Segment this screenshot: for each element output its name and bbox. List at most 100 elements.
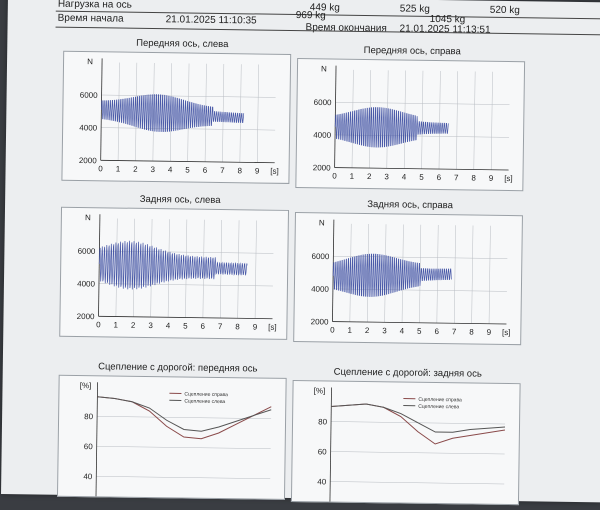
x-tick-label: 8	[471, 173, 476, 182]
y-tick-label: 6000	[314, 98, 332, 107]
y-tick-label: 6000	[312, 252, 330, 261]
x-tick-label: 1	[113, 321, 118, 330]
x-tick-label: 2	[365, 326, 370, 335]
x-axis-unit: [s]	[504, 174, 513, 183]
total-load-value: 969 kg	[296, 10, 326, 21]
x-axis-unit: [s]	[268, 323, 277, 332]
y-tick-label: 2000	[313, 163, 331, 172]
x-tick-label: 5	[417, 327, 422, 336]
y-tick-label: 4000	[77, 279, 95, 288]
legend-label: Сцепление справа	[418, 397, 462, 404]
x-tick-label: 6	[200, 322, 205, 331]
x-tick-label: 2	[133, 165, 138, 174]
force-signal-line	[335, 107, 449, 148]
start-time-value: 21.01.2025 11:10:35	[166, 14, 257, 26]
x-tick-label: 5	[185, 165, 190, 174]
x-tick-label: 5	[419, 173, 424, 182]
x-tick-label: 5	[183, 321, 188, 330]
end-time-value: 21.01.2025 11:13:51	[399, 23, 490, 35]
y-axis	[330, 388, 332, 505]
x-tick-label: 3	[148, 321, 153, 330]
x-tick-label: 6	[434, 327, 439, 336]
x-tick-label: 9	[253, 322, 258, 331]
grid-line-x	[456, 71, 457, 169]
x-tick-label: 0	[96, 320, 101, 329]
chart-title-front-left: Передняя ось, слева	[67, 37, 297, 51]
grid-line-y	[330, 482, 504, 484]
x-tick-label: 4	[168, 165, 173, 174]
legend-label: Сцепление слева	[184, 399, 225, 406]
start-time-label: Время начала	[58, 13, 124, 25]
y-axis-label: [%]	[314, 386, 326, 395]
chart-title-rear-left: Задняя ось, слева	[65, 193, 295, 207]
x-tick-label: 4	[166, 321, 171, 330]
y-tick-label: 2000	[311, 317, 329, 326]
end-time-label: Время окончания	[305, 22, 386, 34]
x-tick-label: 1	[116, 165, 121, 174]
x-tick-label: 8	[469, 327, 474, 336]
grid-line-x	[491, 72, 492, 170]
x-tick-label: 3	[150, 165, 155, 174]
grid-line-x	[255, 220, 256, 318]
y-tick-label: 80	[84, 412, 94, 421]
y-axis-label: N	[87, 57, 93, 66]
y-axis-label: N	[319, 218, 325, 227]
y-tick-label: 60	[318, 447, 328, 456]
x-tick-label: 4	[402, 173, 407, 182]
y-axis	[99, 214, 100, 316]
y-axis-label: N	[321, 64, 327, 73]
grid-line-x	[489, 226, 490, 324]
grid-line-x	[257, 65, 258, 163]
x-tick-label: 0	[98, 164, 103, 173]
chart-title-rear-right: Задняя ось, справа	[295, 198, 525, 212]
x-tick-label: 2	[367, 172, 372, 181]
y-tick-label: 4000	[313, 131, 331, 140]
y-tick-label: 60	[84, 442, 94, 451]
force-signal-line	[333, 254, 452, 298]
grid-line-x	[439, 71, 440, 169]
x-tick-label: 9	[487, 328, 492, 337]
y-tick-label: 6000	[78, 247, 96, 256]
x-tick-label: 7	[220, 166, 225, 175]
x-tick-label: 8	[237, 166, 242, 175]
grid-line-y	[96, 476, 270, 478]
grid-line-y	[97, 446, 271, 448]
y-axis-label: [%]	[80, 381, 92, 390]
axle-load-value-2: 525 kg	[400, 3, 430, 14]
chart-title-grip-rear: Сцепление с дорогой: задняя ось	[293, 366, 523, 380]
chart-title-front-right: Передняя ось, справа	[297, 44, 527, 58]
grid-line-y	[331, 452, 505, 454]
y-tick-label: 80	[318, 417, 328, 426]
x-tick-label: 3	[384, 172, 389, 181]
force-signal-line	[99, 240, 248, 291]
x-tick-label: 7	[454, 173, 459, 182]
x-tick-label: 6	[203, 166, 208, 175]
chart-title-grip-front: Сцепление с дорогой: передняя ось	[63, 361, 293, 375]
y-axis-label: N	[85, 213, 91, 222]
x-tick-label: 0	[332, 172, 337, 181]
y-tick-label: 4000	[311, 285, 329, 294]
x-axis-unit: [s]	[270, 167, 279, 176]
grid-line-x	[422, 71, 423, 169]
x-tick-label: 2	[131, 321, 136, 330]
axle-load-label: Нагрузка на ось	[58, 0, 132, 11]
x-tick-label: 9	[255, 166, 260, 175]
legend-label: Сцепление справа	[184, 392, 228, 399]
x-tick-label: 7	[452, 327, 457, 336]
axle-load-value-3: 520 kg	[490, 5, 520, 16]
grid-line-x	[474, 72, 475, 170]
grid-line-x	[472, 226, 473, 324]
